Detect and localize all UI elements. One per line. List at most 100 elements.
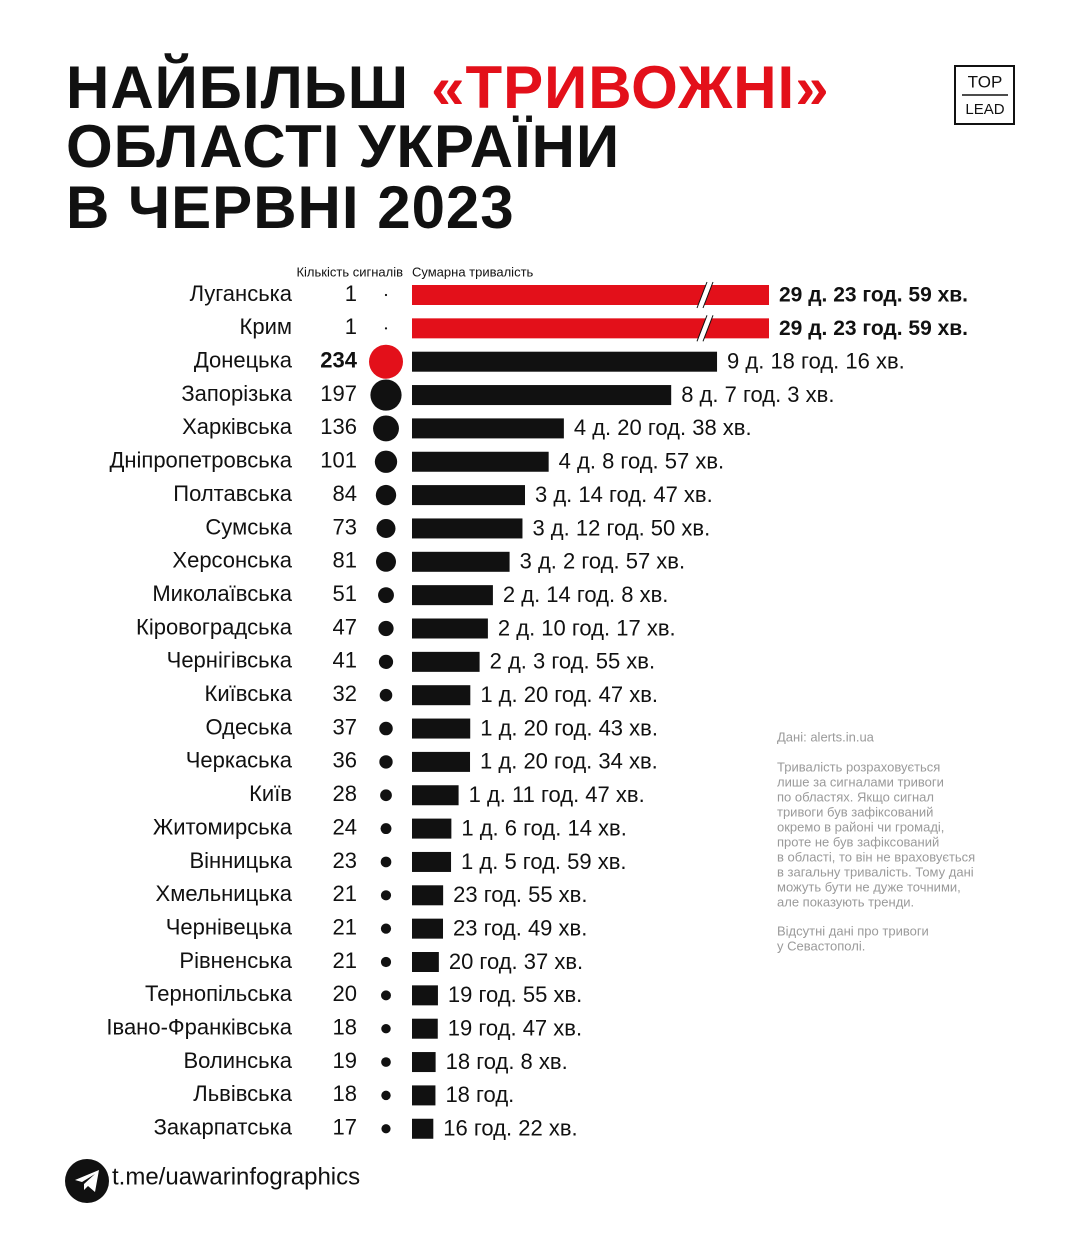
footer-link[interactable]: t.me/uawarinfographics (112, 1163, 360, 1190)
footer: t.me/uawarinfographics (65, 1159, 360, 1203)
count-label: 21 (333, 914, 357, 939)
value-label: 23 год. 49 хв. (453, 915, 587, 940)
bar (412, 585, 493, 606)
category-label: Закарпатська (154, 1115, 293, 1140)
count-label: 20 (333, 981, 357, 1006)
bar (412, 985, 438, 1006)
telegram-icon (65, 1159, 109, 1203)
axis-break (696, 281, 708, 309)
count-label: 41 (333, 648, 357, 673)
category-label: Черкаська (186, 748, 293, 773)
note-line: можуть бути не дуже точними, (777, 879, 961, 894)
axis-break (697, 314, 713, 343)
note-line: Тривалість розраховується (777, 759, 940, 774)
title-highlight: «ТРИВОЖНІ» (431, 54, 829, 121)
value-label: 8 д. 7 год. 3 хв. (681, 382, 834, 407)
count-label: 24 (333, 814, 357, 839)
count-label: 18 (333, 1081, 357, 1106)
category-label: Київ (249, 781, 292, 806)
bar (412, 1118, 434, 1139)
count-label: 1 (345, 314, 357, 339)
bar (412, 651, 480, 672)
count-dot (380, 789, 392, 802)
count-label: 136 (320, 414, 357, 439)
category-label: Тернопільська (145, 981, 293, 1006)
value-label: 1 д. 20 год. 43 хв. (480, 715, 658, 740)
count-label: 23 (333, 848, 357, 873)
category-label: Житомирська (153, 814, 293, 839)
bar (412, 685, 471, 706)
category-label: Рівненська (179, 948, 292, 973)
category-label: Полтавська (173, 481, 292, 506)
value-label: 1 д. 11 год. 47 хв. (469, 782, 645, 807)
category-label: Хмельницька (156, 881, 293, 906)
value-label: 1 д. 6 год. 14 хв. (461, 815, 627, 840)
count-label: 37 (333, 714, 357, 739)
count-dot (369, 344, 403, 379)
bar (412, 885, 444, 906)
value-label: 18 год. (445, 1082, 514, 1107)
bar (412, 518, 523, 539)
bar (412, 1085, 436, 1106)
bar (412, 418, 564, 439)
category-label: Чернігівська (167, 648, 293, 673)
count-label: 84 (333, 481, 357, 506)
value-label: 2 д. 14 год. 8 хв. (503, 582, 669, 607)
source: Дані: alerts.in.ua (777, 729, 875, 744)
value-label: 29 д. 23 год. 59 хв. (779, 284, 968, 307)
value-label: 3 д. 14 год. 47 хв. (535, 482, 713, 507)
bar (412, 551, 510, 572)
bar (412, 451, 549, 472)
category-label: Львівська (193, 1081, 292, 1106)
count-dot (381, 1023, 391, 1034)
bar (412, 485, 526, 506)
count-dot (374, 450, 398, 473)
count-dot (381, 1124, 391, 1134)
title-line: В ЧЕРВНІ 2023 (66, 174, 515, 241)
bar (412, 851, 452, 872)
value-label: 2 д. 10 год. 17 хв. (498, 615, 676, 640)
bar (412, 285, 769, 305)
category-label: Сумська (205, 514, 292, 539)
note-line: по областях. Якщо сигнал (777, 789, 934, 804)
count-dot (378, 620, 394, 637)
category-label: Херсонська (172, 548, 292, 573)
note-line: тривоги був зафіксований (777, 804, 933, 819)
bar (412, 351, 718, 372)
count-dot (384, 327, 388, 330)
value-label: 1 д. 20 год. 47 хв. (480, 682, 658, 707)
count-label: 36 (333, 748, 357, 773)
value-label: 23 год. 55 хв. (453, 882, 587, 907)
category-label: Вінницька (189, 848, 292, 873)
note-line: в області, то він не враховується (777, 849, 975, 864)
axis-break (702, 315, 714, 342)
note-line: окремо в районі чи громаді, (777, 819, 944, 834)
category-label: Луганська (190, 281, 293, 306)
count-label: 21 (333, 881, 357, 906)
count-dot (380, 856, 392, 868)
title: НАЙБІЛЬШ «ТРИВОЖНІ» (66, 54, 830, 121)
note-line: в загальну тривалість. Тому дані (777, 864, 974, 879)
category-label: Чернівецька (166, 914, 293, 939)
value-label: 20 год. 37 хв. (449, 949, 583, 974)
category-label: Одеська (205, 714, 292, 739)
bar (412, 785, 459, 806)
value-label: 9 д. 18 год. 16 хв. (727, 349, 905, 374)
count-label: 51 (333, 581, 357, 606)
category-label: Івано-Франківська (106, 1015, 292, 1040)
count-label: 32 (333, 681, 357, 706)
axis-break (702, 281, 714, 309)
count-dot (379, 688, 393, 702)
count-dot (380, 923, 392, 934)
count-label: 18 (333, 1015, 357, 1040)
axis-break (696, 315, 708, 342)
count-dot (370, 379, 402, 411)
logo-frame (954, 65, 1015, 125)
title-line: ОБЛАСТІ УКРАЇНИ (66, 113, 620, 180)
count-header: Кількість сигналів (296, 264, 403, 279)
bar (412, 718, 471, 739)
value-header: Сумарна тривалість (412, 264, 534, 279)
count-dot (380, 823, 392, 835)
value-label: 4 д. 8 год. 57 хв. (559, 449, 725, 474)
